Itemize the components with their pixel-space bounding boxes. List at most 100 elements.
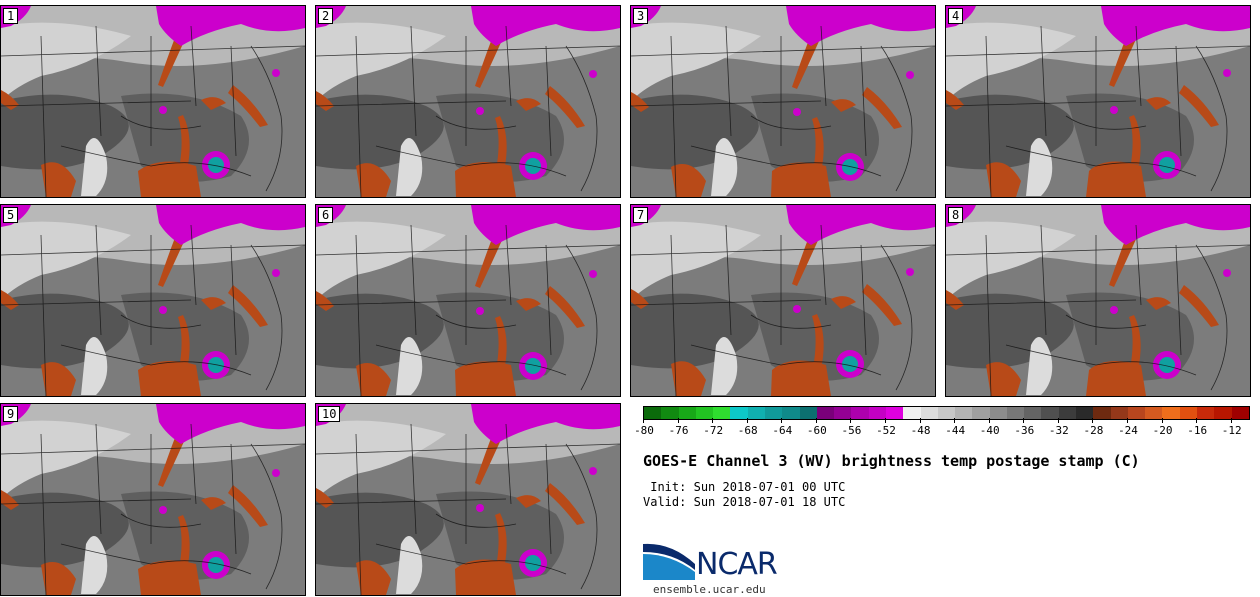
panel-number-10: 10 xyxy=(318,406,341,422)
panel-number-8: 8 xyxy=(948,207,964,223)
wv-map xyxy=(316,6,620,197)
colorbar-bin xyxy=(1231,407,1249,419)
colorbar-tick xyxy=(919,418,921,423)
colorbar-tick-label: -36 xyxy=(1014,424,1035,437)
colorbar-bin xyxy=(1162,407,1180,419)
member-panel-1: 1 xyxy=(0,5,306,198)
valid-value: Sun 2018-07-01 18 UTC xyxy=(693,495,846,509)
valid-time: Valid: Sun 2018-07-01 18 UTC xyxy=(643,495,845,509)
colorbar-tick xyxy=(1023,418,1025,423)
colorbar-tick-label: -12 xyxy=(1221,424,1242,437)
colorbar-tick xyxy=(1230,418,1232,423)
panel-number-3: 3 xyxy=(633,8,649,24)
colorbar-bin xyxy=(1214,407,1232,419)
colorbar-bin xyxy=(1093,407,1111,419)
colorbar-bin xyxy=(851,407,869,419)
colorbar-tick-label: -24 xyxy=(1118,424,1138,437)
colorbar-bin xyxy=(782,407,800,419)
colorbar-tick xyxy=(677,418,679,423)
member-panel-3: 3 xyxy=(630,5,936,198)
colorbar-bin xyxy=(730,407,748,419)
valid-label: Valid: xyxy=(643,495,687,509)
colorbar-tick-label: -64 xyxy=(772,424,793,437)
colorbar-bin xyxy=(1127,407,1146,419)
colorbar-ticks: -80 -76 -72 -68 -64 -60 -56 -52 -48 -44 -40 -36 -32 -… xyxy=(634,418,1248,438)
colorbar-bin xyxy=(661,407,679,419)
init-label: Init: xyxy=(650,480,687,494)
member-panel-6: 6 xyxy=(315,204,621,397)
colorbar-bin xyxy=(678,407,696,419)
colorbar-bin xyxy=(1197,407,1215,419)
website-link[interactable]: ensemble.ucar.edu xyxy=(653,583,766,596)
colorbar-bin xyxy=(1076,407,1094,419)
colorbar-tick xyxy=(746,418,748,423)
colorbar-tick-label: -40 xyxy=(979,424,1000,437)
colorbar-tick-label: -32 xyxy=(1048,424,1069,437)
member-panel-9: 9 xyxy=(0,403,306,596)
colorbar-bin xyxy=(885,407,904,419)
colorbar xyxy=(643,406,1250,420)
colorbar-tick xyxy=(781,418,783,423)
panel-number-2: 2 xyxy=(318,8,334,24)
colorbar-tick-label: -20 xyxy=(1152,424,1173,437)
colorbar-tick xyxy=(712,418,714,423)
wv-map xyxy=(631,6,935,197)
wv-map xyxy=(1,205,305,396)
colorbar-tick xyxy=(1092,418,1094,423)
colorbar-bin xyxy=(868,407,886,419)
member-panel-10: 10 xyxy=(315,403,621,596)
member-panel-4: 4 xyxy=(945,5,1251,198)
colorbar-bin xyxy=(1145,407,1163,419)
colorbar-tick xyxy=(1127,418,1128,423)
colorbar-bin xyxy=(955,407,973,419)
panel-number-9: 9 xyxy=(3,406,19,422)
colorbar-bin xyxy=(834,407,852,419)
init-time: Init: Sun 2018-07-01 00 UTC xyxy=(643,480,845,494)
colorbar-bin xyxy=(799,407,817,419)
panel-number-5: 5 xyxy=(3,207,19,223)
colorbar-bin xyxy=(695,407,714,419)
colorbar-bin xyxy=(747,407,765,419)
colorbar-tick xyxy=(643,418,644,423)
member-panel-2: 2 xyxy=(315,5,621,198)
colorbar-bin xyxy=(972,407,990,419)
colorbar-tick xyxy=(1161,418,1163,423)
colorbar-tick-label: -52 xyxy=(876,424,896,437)
colorbar-tick-label: -16 xyxy=(1187,424,1208,437)
panel-number-6: 6 xyxy=(318,207,334,223)
colorbar-tick xyxy=(954,418,956,423)
logo-text: NCAR xyxy=(696,547,778,582)
wv-map xyxy=(631,205,935,396)
colorbar-bin xyxy=(989,407,1007,419)
colorbar-bin xyxy=(937,407,956,419)
colorbar-bin xyxy=(1110,407,1128,419)
colorbar-bin xyxy=(764,407,783,419)
colorbar-tick xyxy=(988,418,990,423)
wv-map xyxy=(1,6,305,197)
ncar-logo-icon xyxy=(643,543,695,580)
colorbar-bin xyxy=(1006,407,1025,419)
colorbar-tick xyxy=(1057,418,1059,423)
colorbar-tick-label: -60 xyxy=(806,424,827,437)
colorbar-bin xyxy=(903,407,921,419)
member-panel-5: 5 xyxy=(0,204,306,397)
member-panel-8: 8 xyxy=(945,204,1251,397)
wv-map xyxy=(946,6,1250,197)
panel-number-7: 7 xyxy=(633,207,649,223)
colorbar-tick xyxy=(1196,418,1198,423)
wv-map xyxy=(946,205,1250,396)
colorbar-tick-label: -76 xyxy=(668,424,689,437)
colorbar-bin xyxy=(644,407,662,419)
member-panel-7: 7 xyxy=(630,204,936,397)
init-value: Sun 2018-07-01 00 UTC xyxy=(693,480,846,494)
colorbar-tick-label: -56 xyxy=(841,424,862,437)
colorbar-tick-label: -28 xyxy=(1083,424,1104,437)
colorbar-bin xyxy=(1041,407,1059,419)
colorbar-tick-label: -72 xyxy=(703,424,724,437)
wv-map xyxy=(316,404,620,595)
colorbar-tick-label: -44 xyxy=(945,424,966,437)
panel-number-4: 4 xyxy=(948,8,964,24)
colorbar-tick xyxy=(885,418,886,423)
colorbar-tick xyxy=(850,418,852,423)
colorbar-bin xyxy=(816,407,835,419)
